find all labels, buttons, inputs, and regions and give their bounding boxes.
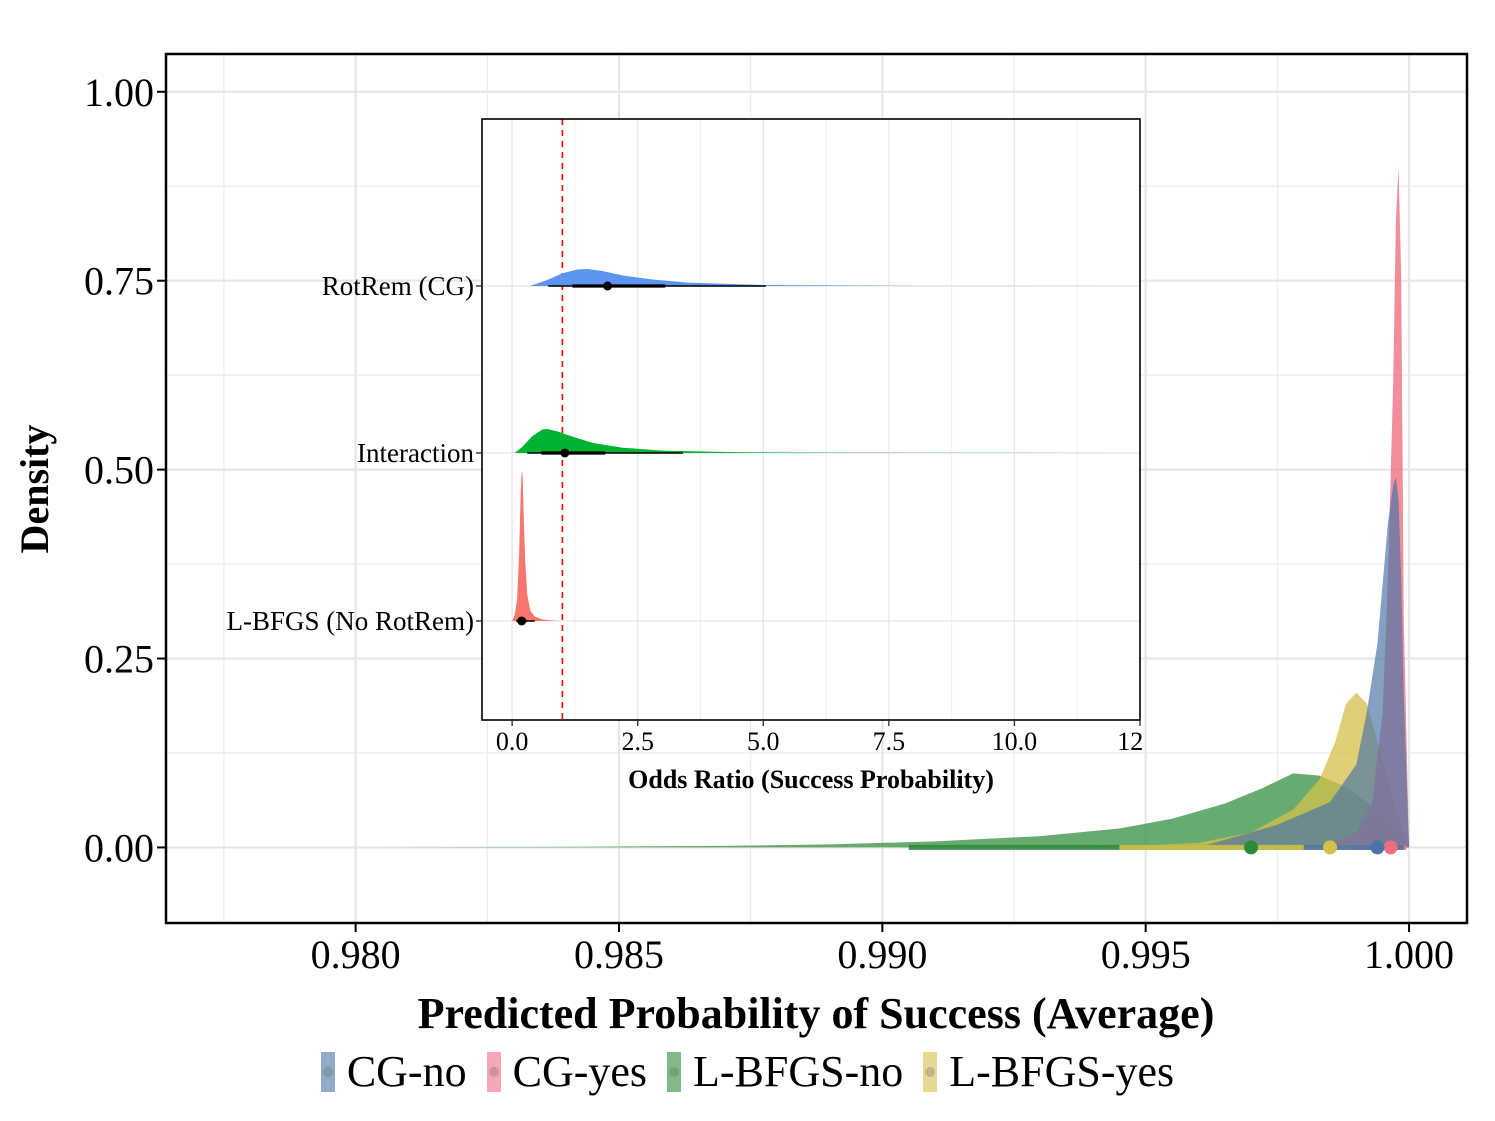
median-point-rotrem-cg-	[603, 281, 613, 291]
inset-panel: L-BFGS (No RotRem) Interaction RotRem (CG)…	[226, 118, 1163, 794]
main-y-axis-label: Density	[12, 425, 57, 554]
inset-x-axis-ticks: 0.0 2.5 5.0 7.5 10.0 12.5	[496, 720, 1163, 756]
inset-x-tick-label: 12.5	[1117, 727, 1163, 756]
median-point-l-bfgs-no	[1244, 840, 1259, 855]
main-x-tick-label: 0.995	[1101, 932, 1191, 977]
inset-x-tick-label: 10.0	[992, 727, 1038, 756]
legend-key	[923, 1051, 938, 1092]
legend-key-dot	[488, 1066, 499, 1077]
inset-x-tick-label: 0.0	[496, 727, 529, 756]
legend-label: CG-yes	[512, 1047, 648, 1096]
halfeye-rotrem-cg-	[529, 269, 1140, 286]
legend-key-dot	[669, 1066, 680, 1077]
legend-item-l-bfgs-yes: L-BFGS-yes	[923, 1046, 1174, 1097]
halfeye-l-bfgs-no-rotrem-	[512, 471, 558, 621]
main-x-tick-label: 0.985	[574, 932, 664, 977]
inset-y-tick-label: L-BFGS (No RotRem)	[226, 606, 474, 636]
legend-key-dot	[925, 1066, 936, 1077]
inset-plot-border	[481, 118, 1141, 721]
density-area-l-bfgs-no	[355, 773, 1410, 848]
main-x-tick-label: 1.000	[1364, 932, 1454, 977]
halfeye-interaction	[514, 429, 1115, 453]
density-area-cg-no	[1198, 477, 1410, 848]
main-y-axis-ticks: 0.00 0.25 0.50 0.75 1.00	[84, 70, 166, 870]
median-point-interaction	[560, 448, 570, 458]
main-y-tick-label: 0.00	[84, 825, 154, 870]
legend-item-cg-no: CG-no	[320, 1046, 467, 1097]
legend-label: L-BFGS-yes	[949, 1047, 1175, 1096]
main-x-axis-ticks: 0.980 0.985 0.990 0.995 1.000	[311, 923, 1454, 977]
inset-intervals	[516, 281, 766, 626]
inset-plot-background	[482, 119, 1140, 720]
legend-key	[320, 1051, 335, 1092]
median-point-l-bfgs-yes	[1323, 840, 1338, 855]
inset-y-axis-ticks: L-BFGS (No RotRem) Interaction RotRem (CG)	[226, 271, 482, 636]
main-y-tick-label: 0.25	[84, 637, 154, 682]
main-y-tick-label: 0.75	[84, 259, 154, 304]
inset-x-tick-label: 5.0	[747, 727, 780, 756]
legend: CG-no CG-yes L-BFGS-no L-BFGS-yes	[0, 1046, 1495, 1097]
legend-label: L-BFGS-no	[693, 1047, 904, 1096]
median-point-l-bfgs-no-rotrem-	[517, 616, 527, 626]
inset-y-tick-label: Interaction	[357, 438, 474, 468]
legend-item-l-bfgs-no: L-BFGS-no	[667, 1046, 903, 1097]
legend-label: CG-no	[346, 1047, 467, 1096]
main-y-tick-label: 0.50	[84, 448, 154, 493]
main-plot-border	[164, 52, 1469, 925]
legend-item-cg-yes: CG-yes	[486, 1046, 648, 1097]
main-x-axis-label: Predicted Probability of Success (Averag…	[418, 989, 1215, 1038]
inset-x-axis-label: Odds Ratio (Success Probability)	[628, 765, 994, 794]
inset-y-tick-label: RotRem (CG)	[322, 271, 474, 301]
main-density-series	[355, 167, 1410, 848]
median-point-cg-yes	[1383, 840, 1398, 855]
legend-key-dot	[322, 1066, 333, 1077]
median-point-cg-no	[1370, 840, 1385, 855]
main-intervals	[908, 840, 1407, 855]
inset-halfeye-series	[512, 269, 1140, 621]
legend-key	[486, 1051, 501, 1092]
inset-x-tick-label: 2.5	[621, 727, 654, 756]
legend-key	[667, 1051, 682, 1092]
main-x-tick-label: 0.990	[837, 932, 927, 977]
main-x-tick-label: 0.980	[311, 932, 401, 977]
inset-x-tick-label: 7.5	[873, 727, 906, 756]
main-y-tick-label: 1.00	[84, 70, 154, 115]
